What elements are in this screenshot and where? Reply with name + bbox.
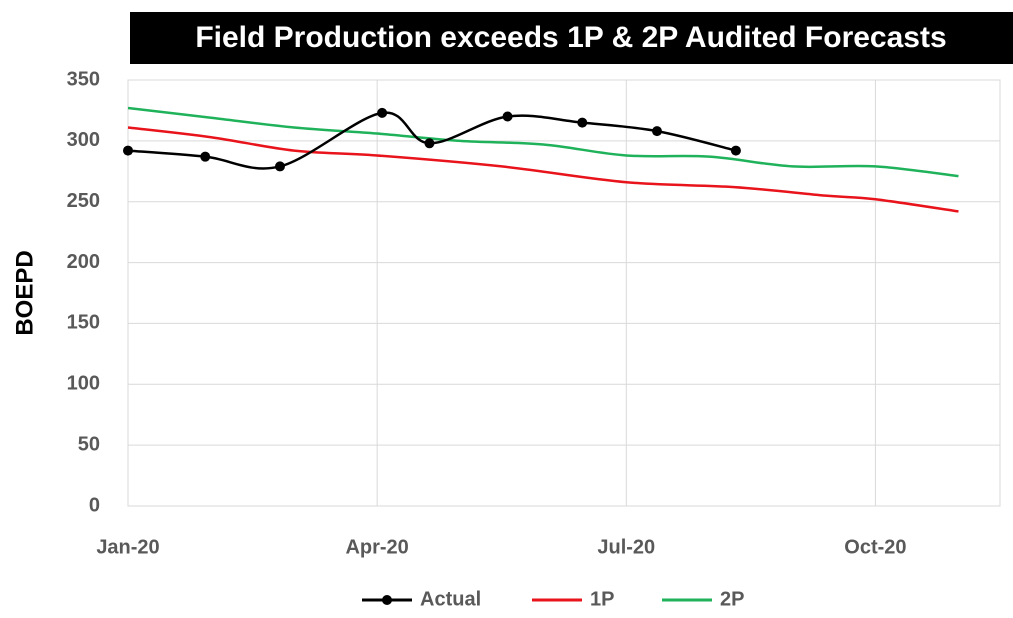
y-tick-label: 0 <box>89 494 100 516</box>
y-tick-label: 300 <box>67 129 100 151</box>
x-tick-label: Jan-20 <box>96 536 159 558</box>
legend-label: 2P <box>720 588 744 610</box>
y-tick-label: 250 <box>67 190 100 212</box>
legend-label: Actual <box>420 588 481 610</box>
data-point <box>577 117 588 128</box>
data-point <box>123 145 133 156</box>
data-point <box>730 145 741 156</box>
y-tick-label: 50 <box>78 433 100 455</box>
series-line <box>127 126 959 213</box>
y-tick-label: 200 <box>67 251 100 273</box>
series-line <box>127 106 959 178</box>
x-tick-label: Apr-20 <box>345 536 408 558</box>
data-point <box>274 161 285 172</box>
data-point <box>424 138 435 149</box>
legend-marker <box>382 595 392 605</box>
data-point <box>377 107 388 118</box>
data-point <box>502 111 513 122</box>
y-tick-label: 150 <box>67 312 100 334</box>
y-tick-label: 350 <box>67 68 100 90</box>
y-axis-title: BOEPD <box>11 250 38 335</box>
data-point <box>652 126 663 137</box>
data-point <box>200 151 211 162</box>
x-tick-label: Jul-20 <box>597 536 655 558</box>
chart-title: Field Production exceeds 1P & 2P Audited… <box>195 21 946 54</box>
y-tick-label: 100 <box>67 373 100 395</box>
title-background <box>130 12 1013 64</box>
legend-label: 1P <box>590 588 614 610</box>
x-tick-label: Oct-20 <box>844 536 906 558</box>
plot-border <box>127 79 1001 507</box>
